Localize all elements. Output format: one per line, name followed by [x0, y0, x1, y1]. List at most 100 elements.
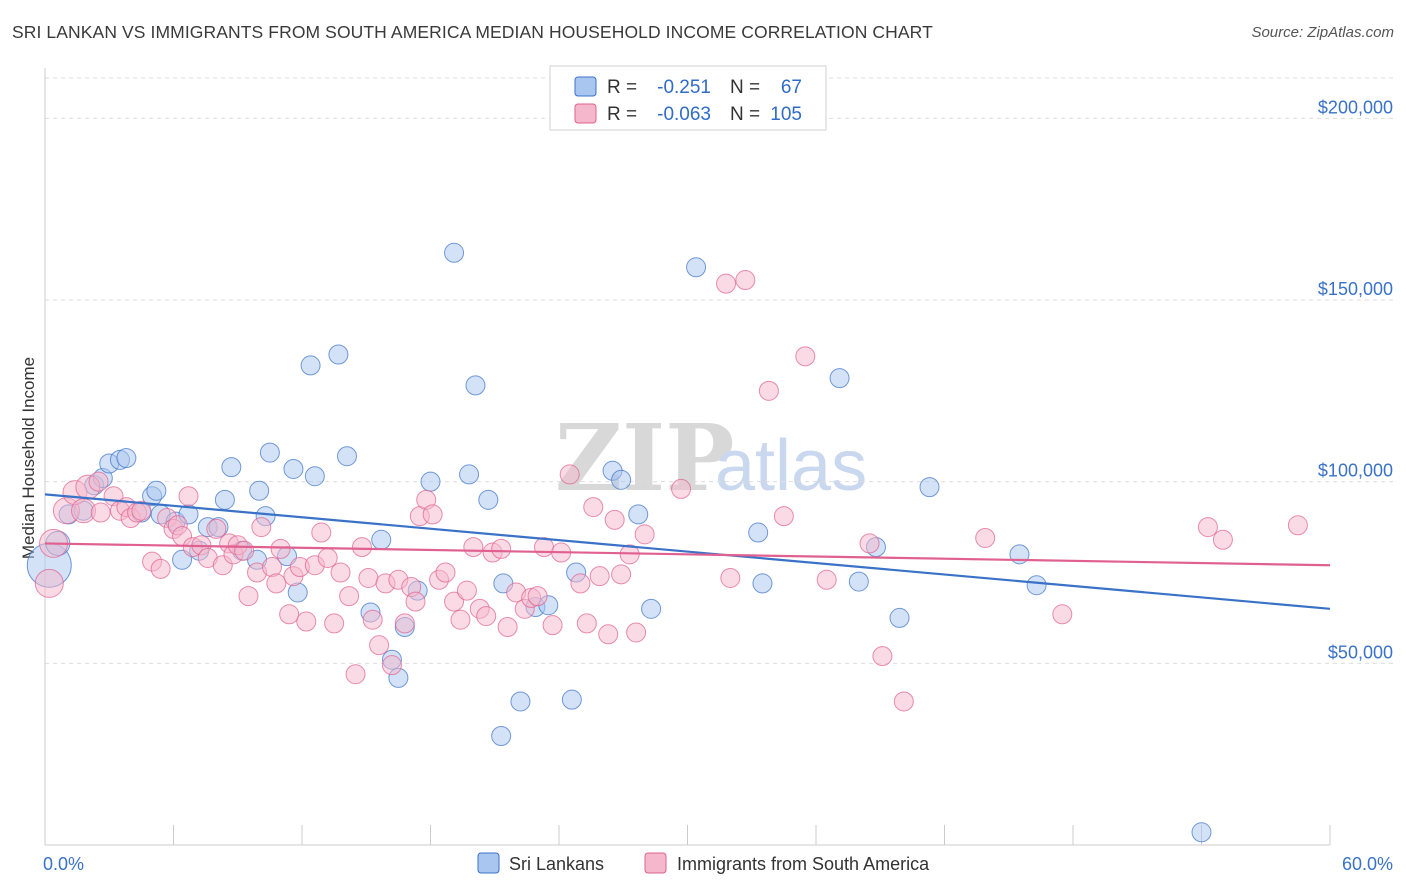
- data-point: [304, 466, 325, 487]
- data-point: [476, 606, 497, 627]
- y-tick-label: $150,000: [1318, 279, 1393, 299]
- data-point: [116, 448, 137, 469]
- data-point: [795, 346, 816, 367]
- data-point: [369, 635, 390, 656]
- data-point: [88, 471, 109, 492]
- data-point: [283, 458, 304, 479]
- watermark: ZIP atlas: [555, 404, 867, 512]
- trend-line-sri-lankans: [44, 493, 1331, 610]
- data-point: [478, 489, 499, 510]
- legend-swatch-sri-lankans: [477, 852, 500, 874]
- data-point: [394, 613, 415, 634]
- watermark-atlas: atlas: [715, 426, 867, 506]
- axes: [44, 68, 1331, 846]
- data-point: [816, 569, 837, 590]
- data-point: [317, 547, 338, 568]
- stats-legend-n-value: 67: [781, 77, 802, 98]
- data-point: [345, 664, 366, 685]
- data-point: [249, 480, 270, 501]
- data-point: [358, 567, 379, 588]
- data-point: [735, 270, 756, 291]
- x-tick-max: 60.0%: [1342, 854, 1393, 874]
- data-point: [919, 477, 940, 498]
- legend-swatch-immigrants-south-america: [644, 852, 667, 874]
- data-point: [450, 609, 471, 630]
- data-point: [576, 613, 597, 634]
- trend-lines: [44, 493, 1331, 610]
- data-point: [889, 607, 910, 628]
- data-point: [752, 573, 773, 594]
- data-point: [371, 529, 392, 550]
- data-point: [214, 489, 235, 510]
- data-point: [975, 527, 996, 548]
- data-point: [1212, 529, 1233, 550]
- stats-legend-r-value: -0.063: [657, 104, 711, 125]
- data-point: [259, 442, 280, 463]
- data-point: [611, 564, 632, 585]
- data-point: [559, 464, 580, 485]
- data-point: [589, 566, 610, 587]
- data-point: [570, 573, 591, 594]
- data-point: [829, 368, 850, 389]
- data-point: [362, 609, 383, 630]
- data-point: [444, 242, 465, 263]
- data-point: [300, 355, 321, 376]
- data-point: [893, 691, 914, 712]
- source-note: Source: ZipAtlas.com: [1251, 24, 1394, 41]
- stats-legend-r-label: R =: [607, 104, 637, 125]
- data-point: [296, 611, 317, 632]
- data-point: [491, 726, 512, 746]
- data-point: [206, 518, 227, 539]
- stats-legend: R = -0.251 N = 67 R = -0.063 N = 105: [549, 65, 827, 131]
- legend-label-immigrants-south-america: Immigrants from South America: [677, 854, 930, 874]
- legend-label-sri-lankans: Sri Lankans: [509, 854, 604, 874]
- data-point: [422, 504, 443, 525]
- data-point: [1026, 575, 1047, 596]
- data-point: [686, 257, 707, 278]
- stats-legend-r-value: -0.251: [657, 77, 711, 98]
- data-point: [405, 591, 426, 612]
- data-point: [671, 478, 692, 499]
- y-tick-label: $200,000: [1318, 97, 1393, 117]
- watermark-zip: ZIP: [555, 404, 734, 512]
- stats-legend-n-label: N =: [730, 104, 760, 125]
- data-point: [336, 446, 357, 467]
- stats-legend-n-label: N =: [730, 77, 760, 98]
- data-point: [444, 591, 465, 612]
- y-axis-label: Median Household Income: [19, 357, 38, 559]
- data-point: [465, 375, 486, 396]
- series-immigrants-south-america: [34, 270, 1308, 712]
- data-point: [561, 689, 582, 710]
- data-point: [859, 533, 880, 554]
- data-point: [491, 538, 512, 559]
- data-point: [131, 500, 152, 521]
- data-point: [150, 558, 171, 579]
- data-point: [339, 586, 360, 607]
- data-point: [279, 604, 300, 625]
- data-point: [634, 524, 655, 545]
- data-point: [270, 538, 291, 559]
- data-point: [848, 571, 869, 592]
- stats-legend-n-value: 105: [770, 104, 802, 125]
- data-point: [435, 562, 456, 583]
- data-point: [34, 568, 64, 598]
- data-point: [459, 464, 480, 485]
- data-point: [604, 509, 625, 530]
- stats-legend-swatch-pink: [574, 103, 597, 124]
- data-point: [748, 522, 769, 543]
- data-point: [641, 598, 662, 619]
- data-point: [266, 573, 287, 594]
- data-point: [1191, 822, 1212, 843]
- bottom-legend: Sri Lankans Immigrants from South Americ…: [477, 852, 930, 874]
- data-point: [90, 502, 111, 523]
- data-point: [251, 517, 272, 538]
- data-point: [628, 504, 649, 525]
- data-point: [716, 273, 737, 294]
- data-point: [510, 691, 531, 712]
- y-tick-label: $100,000: [1318, 461, 1393, 481]
- data-point: [758, 380, 779, 401]
- data-point: [324, 613, 345, 634]
- x-tick-min: 0.0%: [43, 854, 84, 874]
- data-point: [146, 480, 167, 501]
- data-point: [456, 580, 477, 601]
